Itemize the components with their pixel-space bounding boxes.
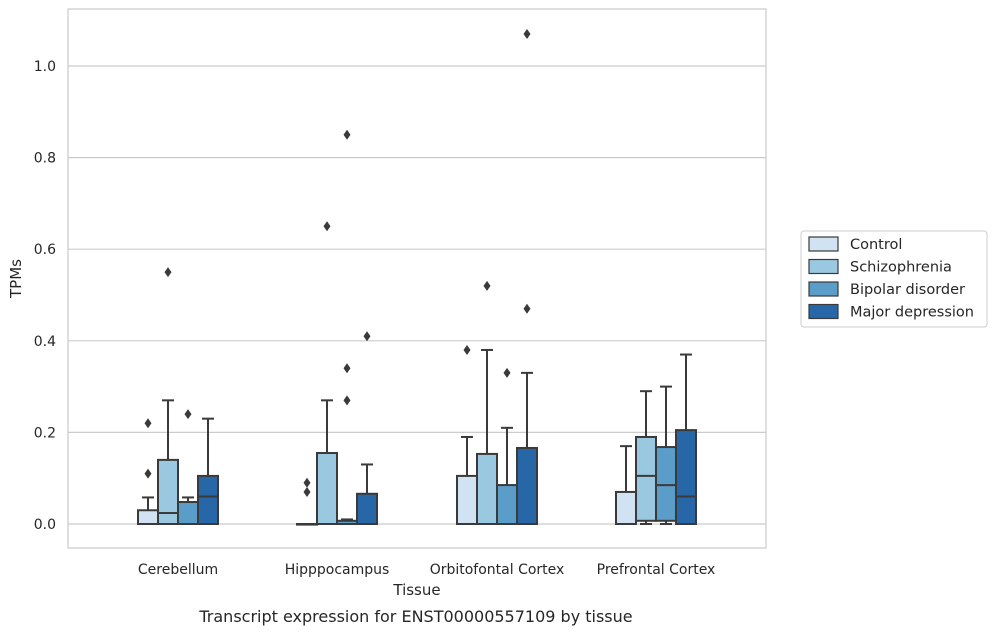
x-axis-label: Tissue	[392, 581, 440, 599]
box-body	[456, 474, 478, 526]
box-body	[675, 429, 697, 525]
box-2-3	[516, 28, 538, 525]
box-body	[655, 446, 677, 522]
box-3-2	[655, 385, 677, 525]
outlier-point	[343, 395, 351, 406]
box-body	[615, 490, 637, 526]
outlier-point	[503, 367, 511, 378]
outlier-point	[144, 418, 152, 429]
legend-swatch	[808, 303, 839, 320]
box-body	[496, 484, 518, 526]
legend-entry: Schizophrenia	[850, 260, 952, 276]
box-0-3	[197, 417, 219, 526]
outlier-point	[343, 129, 351, 140]
outlier-point	[363, 331, 371, 342]
box-0-2	[177, 409, 199, 525]
outlier-point	[184, 409, 192, 420]
box-body	[157, 458, 179, 526]
box-body	[476, 452, 498, 525]
legend-swatch	[808, 281, 839, 297]
y-tick-label: 1.0	[34, 59, 56, 75]
box-2-2	[496, 367, 518, 526]
legend-swatch	[808, 258, 839, 275]
outlier-point	[323, 221, 331, 232]
box-3-3	[675, 353, 697, 525]
outlier-point	[144, 468, 152, 479]
box-body	[177, 501, 199, 525]
outlier-point	[343, 363, 351, 374]
y-tick-label: 0.8	[34, 151, 56, 167]
outlier-point	[483, 280, 491, 291]
box-body	[197, 474, 219, 526]
box-body	[356, 492, 378, 526]
x-tick-label: Orbitofontal Cortex	[430, 562, 565, 578]
outlier-point	[303, 486, 311, 497]
y-tick-label: 0.2	[34, 425, 56, 441]
box-1-3	[356, 331, 378, 526]
x-tick-label: Prefrontal Cortex	[597, 562, 716, 578]
y-axis-label: TPMs	[7, 259, 25, 299]
box-3-1	[635, 390, 657, 525]
y-tick-label: 0.4	[34, 334, 56, 350]
box-body	[516, 446, 538, 525]
box-2-1	[476, 280, 498, 525]
box-0-0	[137, 418, 159, 526]
outlier-point	[523, 28, 531, 39]
legend-entry: Control	[850, 237, 902, 253]
box-1-0	[296, 477, 318, 526]
boxes	[137, 28, 697, 526]
legend-frame	[800, 230, 988, 328]
box-body	[137, 509, 159, 526]
outlier-point	[303, 477, 311, 488]
plot-area-frame	[67, 8, 767, 549]
box-3-0	[615, 445, 637, 526]
x-tick-labels: Cerebellum Hipppocampus Orbitofontal Corte…	[138, 562, 715, 578]
y-tick-label: 0.6	[34, 242, 56, 258]
x-tick-label: Cerebellum	[138, 562, 218, 578]
legend: Control Schizophrenia Bipolar disorder Majo…	[800, 230, 988, 328]
y-tick-labels: 0.0 0.2 0.4 0.6 0.8 1.0	[34, 59, 56, 533]
chart-caption: Transcript expression for ENST0000055710…	[198, 607, 632, 626]
box-0-1	[157, 267, 179, 526]
box-1-1	[316, 221, 338, 526]
box-2-0	[456, 344, 478, 526]
x-tick-label: Hipppocampus	[285, 562, 390, 578]
box-body	[316, 452, 338, 526]
legend-entry: Bipolar disorder	[850, 282, 965, 298]
outlier-point	[523, 303, 531, 314]
outlier-point	[164, 267, 172, 278]
legend-entry: Major depression	[850, 305, 974, 321]
outlier-point	[463, 344, 471, 355]
legend-swatch	[808, 236, 839, 252]
y-tick-label: 0.0	[34, 517, 56, 533]
box-body	[635, 435, 657, 522]
box-1-2	[336, 129, 358, 526]
